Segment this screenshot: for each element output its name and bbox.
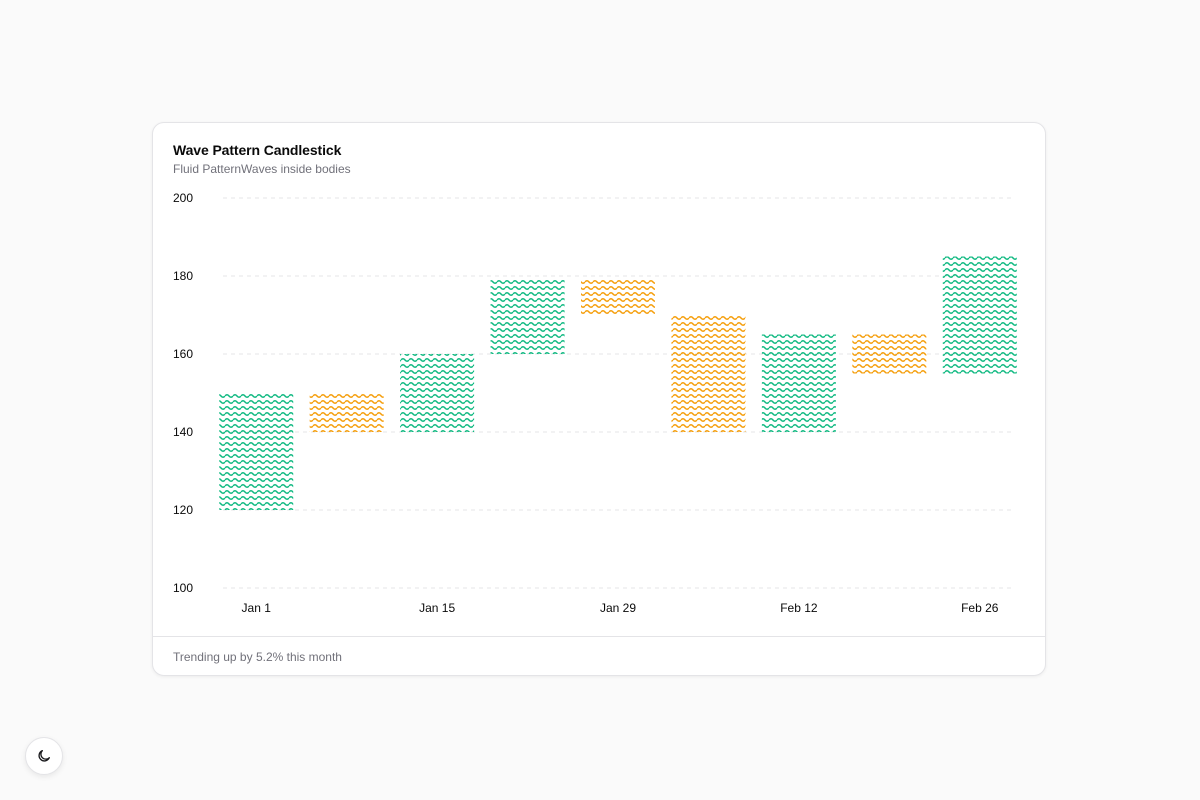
- trend-footer: Trending up by 5.2% this month: [173, 650, 342, 664]
- candle-body-up: [761, 334, 836, 432]
- x-tick-label: Feb 12: [780, 601, 818, 615]
- candle-body-down: [671, 315, 746, 432]
- chart-card: Wave Pattern Candlestick Fluid PatternWa…: [152, 122, 1046, 676]
- candle-body-up: [219, 393, 294, 510]
- chart-title: Wave Pattern Candlestick: [173, 142, 342, 158]
- x-tick-label: Jan 1: [242, 601, 272, 615]
- y-tick-label: 200: [173, 191, 193, 205]
- candles: [219, 256, 1017, 510]
- theme-toggle-button[interactable]: [25, 737, 63, 775]
- y-tick-label: 160: [173, 347, 193, 361]
- candle-body-up: [490, 279, 565, 354]
- x-tick-label: Jan 15: [419, 601, 455, 615]
- moon-icon: [38, 750, 50, 762]
- chart-subtitle: Fluid PatternWaves inside bodies: [173, 162, 351, 176]
- y-tick-label: 120: [173, 503, 193, 517]
- candle-body-up: [400, 354, 475, 432]
- candlestick-chart: 100 120 140 160 180 200 Jan 1 Jan 15 Jan 29 Feb …: [173, 191, 1017, 615]
- card-footer-divider: [153, 636, 1045, 637]
- candle-body-up: [942, 256, 1017, 374]
- y-tick-label: 180: [173, 269, 193, 283]
- y-tick-label: 100: [173, 581, 193, 595]
- x-tick-label: Feb 26: [961, 601, 999, 615]
- candle-body-down: [581, 279, 655, 315]
- y-axis: 100 120 140 160 180 200: [173, 191, 193, 595]
- candle-body-down: [852, 334, 927, 374]
- x-axis: Jan 1 Jan 15 Jan 29 Feb 12 Feb 26: [242, 601, 999, 615]
- y-tick-label: 140: [173, 425, 193, 439]
- candle-body-down: [309, 393, 384, 432]
- x-tick-label: Jan 29: [600, 601, 636, 615]
